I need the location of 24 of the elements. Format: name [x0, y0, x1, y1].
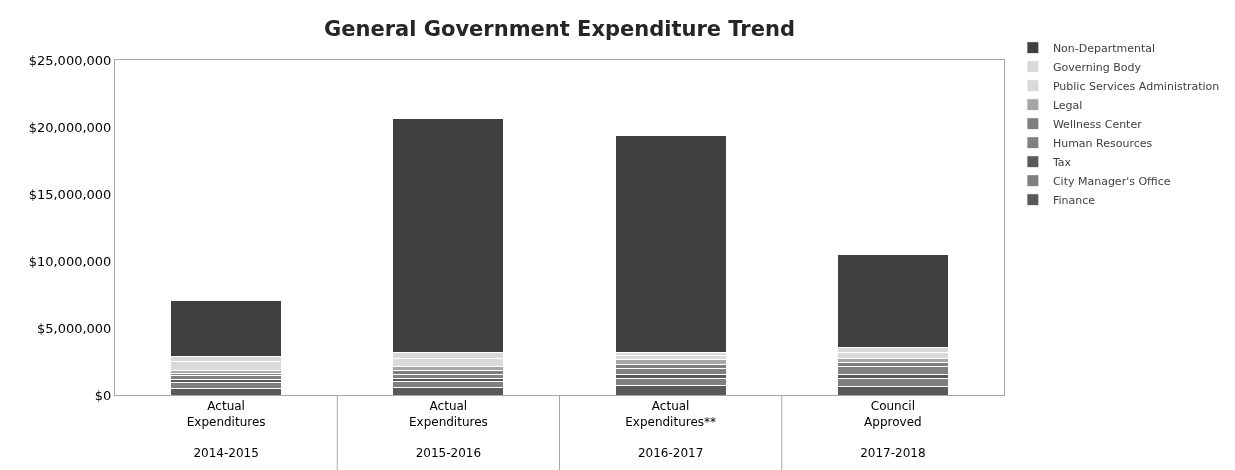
- category-label: Actual Expenditures** 2016-2017: [625, 399, 717, 461]
- legend-label: Legal: [1052, 98, 1083, 112]
- category-label: Actual Expenditures 2015-2016: [408, 399, 488, 461]
- y-tick-label: $10,000,000: [28, 253, 112, 269]
- chart-title: General Government Expenditure Trend: [324, 16, 795, 41]
- bar: [170, 361, 283, 372]
- legend-label: Public Services Administration: [1052, 79, 1220, 93]
- y-tick-label: $0: [94, 387, 112, 403]
- bar: [614, 134, 727, 354]
- legend-label: Governing Body: [1052, 60, 1142, 74]
- legend-label: Tax: [1051, 155, 1072, 169]
- y-tick-label: $25,000,000: [28, 52, 112, 68]
- legend-label: Human Resources: [1052, 136, 1153, 150]
- legend-label: City Manager's Office: [1052, 174, 1171, 188]
- legend-label: Finance: [1052, 193, 1096, 207]
- legend-label: Non-Departmental: [1052, 41, 1156, 55]
- legend-label: Wellness Center: [1052, 117, 1143, 131]
- y-tick-label: $15,000,000: [28, 186, 112, 202]
- bar: [836, 352, 949, 359]
- y-tick-label: $20,000,000: [28, 119, 112, 135]
- category-label: Council Approved 2017-2018: [860, 399, 926, 461]
- y-tick-label: $5,000,000: [36, 320, 112, 336]
- category-label: Actual Expenditures 2014-2015: [186, 399, 266, 461]
- bar: [614, 367, 727, 376]
